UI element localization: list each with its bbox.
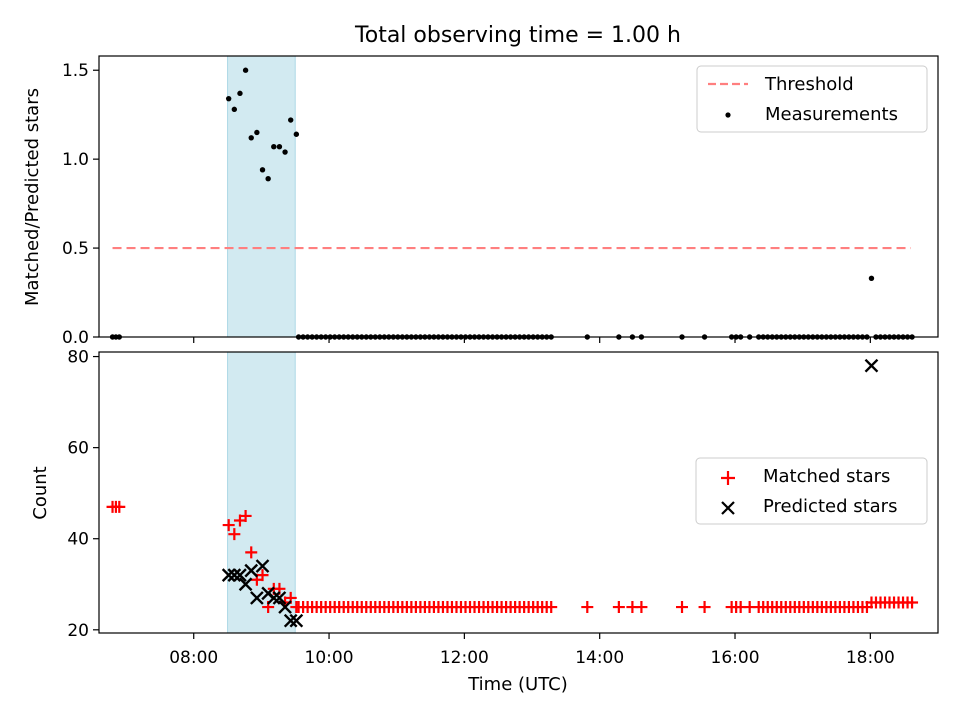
- measurement-point: [265, 176, 271, 182]
- bottom-y-ticks: 20 40 60 80: [67, 348, 99, 641]
- predicted-star-point: [227, 568, 242, 583]
- bottom-legend: Matched stars Predicted stars: [695, 457, 928, 525]
- predicted-star-point: [278, 600, 292, 614]
- measurement-point: [282, 149, 288, 155]
- measurement-point: [242, 67, 249, 73]
- measurement-point: [868, 275, 875, 282]
- xtick-label: 10:00: [305, 648, 354, 668]
- xtick-label: 16:00: [711, 648, 760, 668]
- xtick-label: 18:00: [846, 648, 895, 668]
- top-ytick-label: 1.0: [62, 150, 89, 170]
- bottom-legend-box: [695, 457, 928, 525]
- measurement-point: [248, 135, 254, 141]
- predicted-star-point: [283, 613, 298, 628]
- measurement-point: [254, 129, 260, 136]
- matched-star-point: [228, 528, 241, 541]
- measurement-point: [259, 167, 266, 173]
- matched-star-point: [676, 601, 689, 614]
- bottom-axes-frame: [98, 351, 939, 634]
- matched-star-point: [581, 601, 594, 614]
- top-y-ticks: 0.0 0.5 1.0 1.5: [62, 61, 99, 348]
- bottom-ytick-label: 80: [67, 348, 89, 368]
- xtick-label: 08:00: [169, 648, 218, 668]
- legend-predicted-swatch: [721, 501, 735, 515]
- top-highlight-span: [227, 55, 296, 338]
- top-ytick-label: 1.5: [62, 61, 89, 81]
- legend-threshold-label: Threshold: [764, 74, 854, 95]
- predicted-star-point: [238, 577, 253, 592]
- measurement-point: [276, 144, 283, 150]
- legend-measurements-swatch: [725, 112, 731, 118]
- bottom-ytick-label: 40: [67, 530, 89, 550]
- bottom-highlight-span: [227, 351, 296, 634]
- figure-title: Total observing time = 1.00 h: [354, 23, 681, 48]
- matched-star-point: [222, 519, 235, 532]
- legend-predicted-label: Predicted stars: [763, 496, 897, 517]
- top-legend: Threshold Measurements: [696, 65, 928, 133]
- xtick-label: 12:00: [440, 648, 489, 668]
- matched-star-point: [113, 500, 126, 513]
- predicted-star-point: [266, 591, 281, 605]
- measurement-point: [271, 144, 277, 150]
- matched-star-point: [256, 569, 269, 582]
- predicted-star-point: [255, 559, 270, 573]
- measurement-point: [231, 106, 238, 113]
- matched-star-point: [239, 509, 252, 522]
- bottom-ytick-label: 20: [67, 621, 89, 641]
- predicted-star-point: [272, 591, 287, 605]
- predicted-star-point: [233, 568, 247, 583]
- bottom-plot-area: [106, 358, 919, 628]
- matched-star-point: [906, 596, 919, 609]
- bottom-x-ticks: 08:00 10:00 12:00 14:00 16:00 18:00: [169, 633, 895, 668]
- matched-star-point: [545, 601, 558, 614]
- top-panel: 0.0 0.5 1.0 1.5 Matched/Predicted stars Thr…: [22, 55, 939, 348]
- top-ytick-label: 0.0: [62, 328, 89, 348]
- bottom-y-axis-label: Count: [30, 466, 51, 519]
- predicted-star-point: [221, 568, 236, 583]
- top-axes-frame: [98, 55, 939, 338]
- bottom-ytick-label: 60: [67, 439, 89, 459]
- measurement-point: [225, 95, 232, 102]
- top-ytick-label: 0.5: [62, 239, 89, 259]
- matched-star-point: [245, 546, 258, 559]
- predicted-star-point: [250, 591, 264, 605]
- top-legend-box: [696, 65, 928, 133]
- x-axis-label: Time (UTC): [467, 674, 568, 695]
- matched-star-point: [612, 601, 625, 614]
- predicted-star-point: [244, 563, 259, 578]
- predicted-star-point: [864, 358, 879, 373]
- legend-measurements-label: Measurements: [765, 104, 898, 125]
- matched-star-point: [635, 601, 648, 614]
- xtick-label: 14:00: [575, 648, 624, 668]
- top-y-axis-label: Matched/Predicted stars: [22, 88, 43, 306]
- measurement-point: [237, 90, 243, 97]
- legend-matched-swatch: [721, 471, 735, 485]
- matched-star-point: [698, 601, 711, 614]
- measurement-point: [288, 117, 294, 123]
- legend-matched-label: Matched stars: [763, 466, 890, 487]
- predicted-star-point: [289, 613, 304, 628]
- measurement-point: [293, 131, 300, 137]
